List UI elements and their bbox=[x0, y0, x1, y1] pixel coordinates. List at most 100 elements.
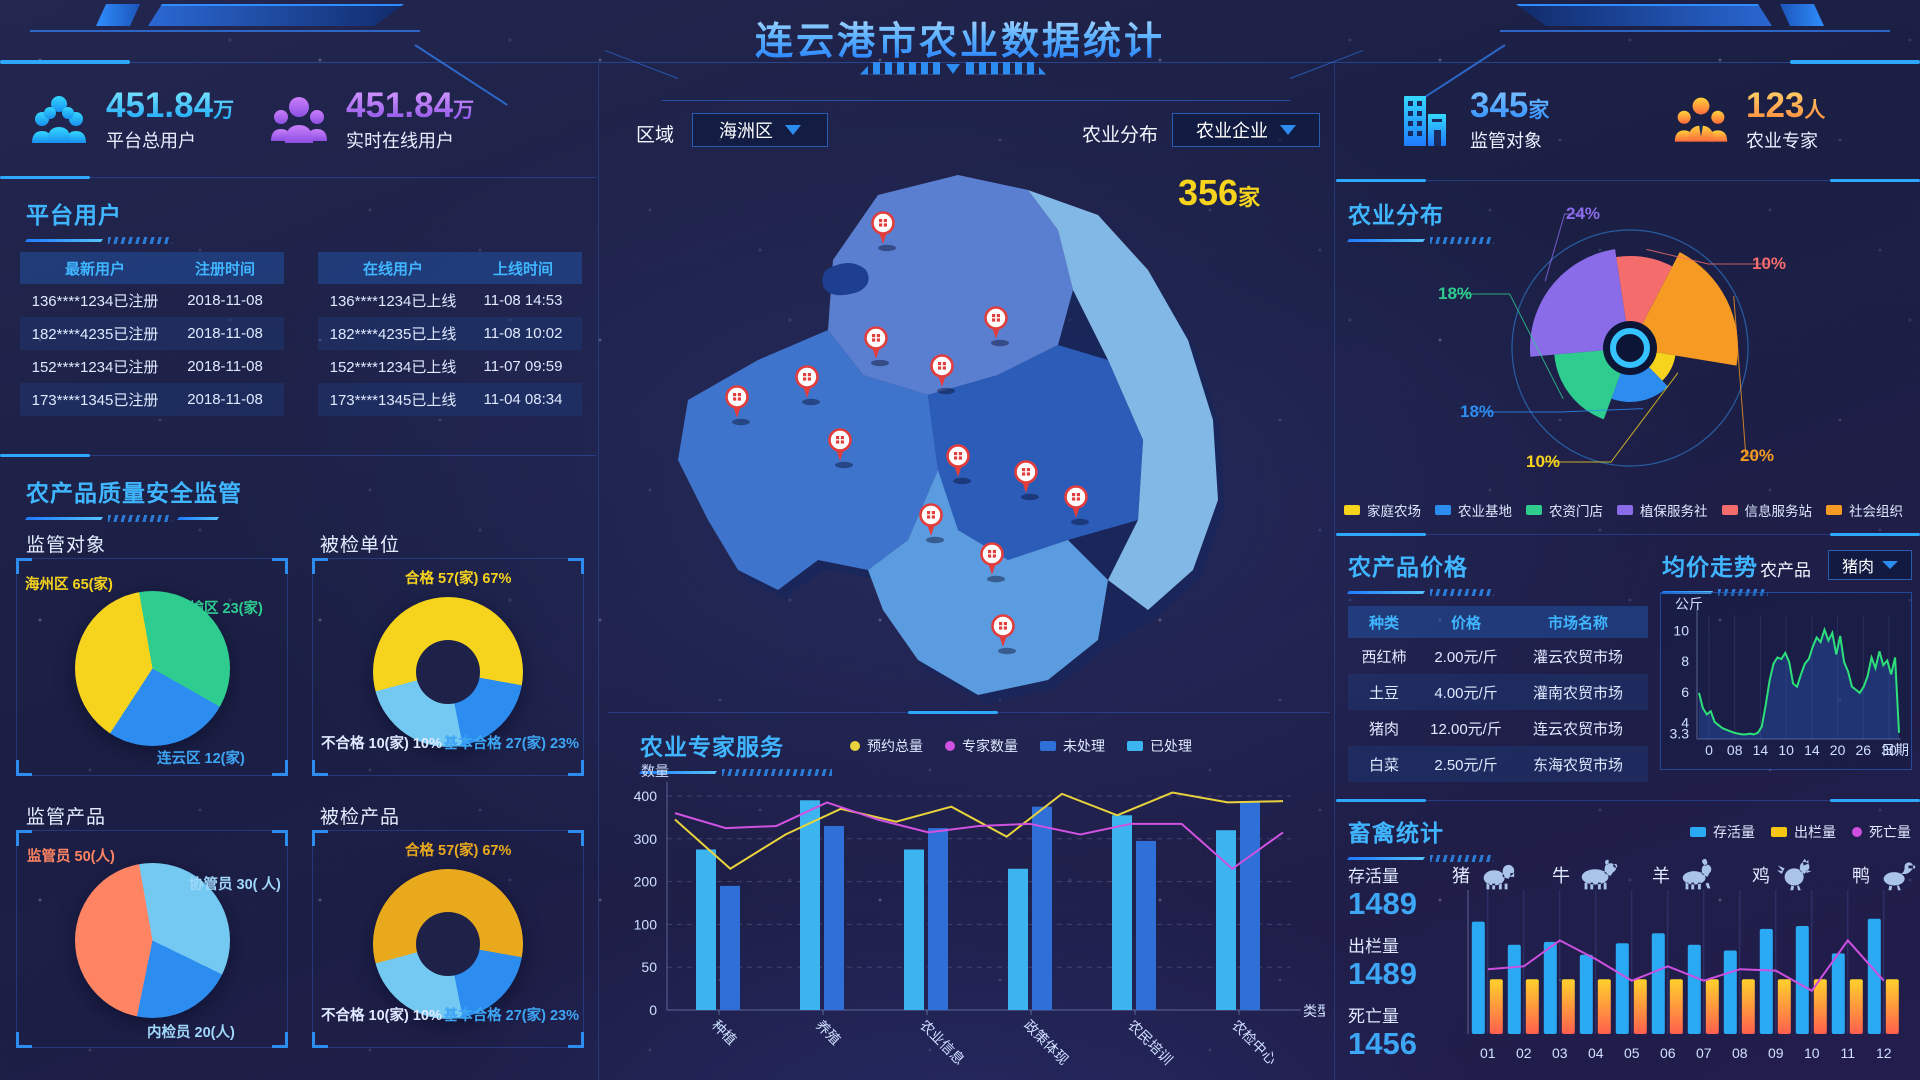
map-pin[interactable] bbox=[1014, 460, 1040, 501]
bar-slaughter[interactable] bbox=[1849, 979, 1863, 1034]
bar-slaughter[interactable] bbox=[1705, 979, 1719, 1034]
header-divider bbox=[0, 62, 1920, 63]
page-title: 连云港市农业数据统计 bbox=[0, 10, 1920, 65]
bar-slaughter[interactable] bbox=[1669, 979, 1683, 1034]
duck-icon bbox=[1883, 862, 1916, 891]
bar-survival[interactable] bbox=[1651, 933, 1665, 1034]
bar-slaughter[interactable] bbox=[1561, 979, 1575, 1034]
bar-processed[interactable] bbox=[800, 800, 820, 1010]
bar-unprocessed[interactable] bbox=[1032, 806, 1052, 1010]
region-dropdown[interactable]: 海洲区 bbox=[692, 113, 828, 147]
legend-item[interactable]: 信息服务站 bbox=[1721, 500, 1812, 520]
rose-percent-label: 18% bbox=[1438, 284, 1473, 303]
bar-survival[interactable] bbox=[1471, 921, 1485, 1034]
svg-text:100: 100 bbox=[634, 916, 658, 932]
bar-processed[interactable] bbox=[1008, 868, 1028, 1010]
table-cell: 2018-11-08 bbox=[187, 325, 263, 342]
map-pin[interactable] bbox=[930, 354, 956, 395]
legend-item[interactable]: 植保服务社 bbox=[1617, 500, 1708, 520]
pig-icon bbox=[1483, 864, 1515, 890]
legend-item[interactable]: 存活量 bbox=[1690, 822, 1755, 842]
map-pin[interactable] bbox=[919, 503, 945, 544]
svg-text:26: 26 bbox=[1855, 742, 1871, 758]
bar-survival[interactable] bbox=[1831, 953, 1845, 1034]
bar-unprocessed[interactable] bbox=[1136, 840, 1156, 1010]
agri-distribution-rose-chart[interactable]: 24% 10% 20% 10% 18% 18% bbox=[1418, 196, 1842, 498]
pie-supervision-products[interactable] bbox=[75, 863, 230, 1018]
bar-slaughter[interactable] bbox=[1489, 979, 1503, 1034]
legend-item[interactable]: 已处理 bbox=[1127, 736, 1192, 756]
livestock-legend: 存活量 出栏量 死亡量 bbox=[1690, 822, 1911, 842]
legend-item[interactable]: 社会组织 bbox=[1826, 500, 1903, 520]
bar-unprocessed[interactable] bbox=[928, 828, 948, 1010]
bar-processed[interactable] bbox=[1216, 830, 1236, 1010]
bar-survival[interactable] bbox=[1615, 943, 1629, 1034]
bar-slaughter[interactable] bbox=[1525, 979, 1539, 1034]
legend-item[interactable]: 死亡量 bbox=[1852, 822, 1911, 842]
table-cell: 152****1234已上线 bbox=[329, 359, 457, 376]
chevron-down-icon bbox=[1280, 125, 1296, 135]
bar-unprocessed[interactable] bbox=[824, 825, 844, 1010]
bar-processed[interactable] bbox=[1112, 815, 1132, 1010]
bar-unprocessed[interactable] bbox=[1240, 802, 1260, 1010]
table-row: 土豆 4.00元/斤 灌南农贸市场 bbox=[1348, 674, 1648, 710]
bar-survival[interactable] bbox=[1867, 918, 1881, 1034]
table-cell: 2018-11-08 bbox=[187, 292, 263, 309]
legend-item[interactable]: 专家数量 bbox=[945, 736, 1018, 756]
stat-label: 实时在线用户 bbox=[346, 131, 454, 151]
bar-slaughter[interactable] bbox=[1885, 979, 1899, 1034]
animal-label: 牛 bbox=[1552, 866, 1570, 886]
svg-text:8: 8 bbox=[1681, 653, 1689, 669]
map-pin[interactable] bbox=[946, 444, 972, 485]
bar-unprocessed[interactable] bbox=[720, 885, 740, 1010]
bar-survival[interactable] bbox=[1579, 954, 1593, 1034]
rose-sector[interactable] bbox=[1530, 249, 1630, 357]
bar-slaughter[interactable] bbox=[1741, 979, 1755, 1034]
register-users-table: 最新用户 注册时间 136****1234已注册 2018-11-08 182****4… bbox=[20, 252, 284, 416]
table-row: 173****1345已上线 11-04 08:34 bbox=[318, 383, 582, 416]
legend-item[interactable]: 预约总量 bbox=[850, 736, 923, 756]
bar-slaughter[interactable] bbox=[1597, 979, 1611, 1034]
map-pin[interactable] bbox=[795, 365, 821, 406]
donut-inspected-units[interactable] bbox=[373, 597, 523, 747]
map-pin[interactable] bbox=[991, 614, 1017, 655]
pie-supervision-objects[interactable] bbox=[75, 591, 230, 746]
svg-text:10: 10 bbox=[1804, 1045, 1820, 1061]
bar-survival[interactable] bbox=[1507, 944, 1521, 1034]
city-map[interactable] bbox=[628, 140, 1334, 706]
map-pin[interactable] bbox=[828, 428, 854, 469]
map-pin[interactable] bbox=[864, 326, 890, 367]
chevron-down-icon bbox=[1882, 561, 1898, 569]
bar-slaughter[interactable] bbox=[1813, 979, 1827, 1034]
bar-survival[interactable] bbox=[1687, 944, 1701, 1034]
bar-survival[interactable] bbox=[1723, 950, 1737, 1034]
bar-processed[interactable] bbox=[904, 849, 924, 1011]
bar-survival[interactable] bbox=[1759, 928, 1773, 1034]
map-pin[interactable] bbox=[1064, 485, 1090, 526]
map-pin[interactable] bbox=[984, 306, 1010, 347]
legend-item[interactable]: 家庭农场 bbox=[1344, 500, 1421, 520]
legend-item[interactable]: 农业基地 bbox=[1435, 500, 1512, 520]
legend-item[interactable]: 出栏量 bbox=[1771, 822, 1836, 842]
section-divider bbox=[608, 711, 1330, 714]
bar-slaughter[interactable] bbox=[1633, 979, 1647, 1034]
map-pin[interactable] bbox=[725, 385, 751, 426]
bar-processed[interactable] bbox=[696, 849, 716, 1011]
bar-survival[interactable] bbox=[1795, 926, 1809, 1034]
map-district[interactable] bbox=[928, 345, 1143, 560]
legend-item[interactable]: 未处理 bbox=[1040, 736, 1105, 756]
legend-item[interactable]: 农资门店 bbox=[1526, 500, 1603, 520]
legend-label: 出栏量 bbox=[1794, 824, 1836, 840]
map-pin[interactable] bbox=[871, 211, 897, 252]
distribution-dropdown[interactable]: 农业企业 bbox=[1172, 113, 1320, 147]
product-dropdown[interactable]: 猪肉 bbox=[1828, 550, 1912, 580]
map-pin[interactable] bbox=[980, 542, 1006, 583]
bar-slaughter[interactable] bbox=[1777, 979, 1791, 1034]
donut-inspected-products[interactable] bbox=[373, 869, 523, 1019]
bar-survival[interactable] bbox=[1543, 941, 1557, 1034]
map-district[interactable] bbox=[1028, 190, 1218, 610]
table-row: 152****1234已注册 2018-11-08 bbox=[20, 350, 284, 383]
rose-sector[interactable] bbox=[1630, 252, 1738, 366]
animal-item: 猪 bbox=[1452, 858, 1518, 892]
price-line bbox=[1698, 626, 1900, 736]
